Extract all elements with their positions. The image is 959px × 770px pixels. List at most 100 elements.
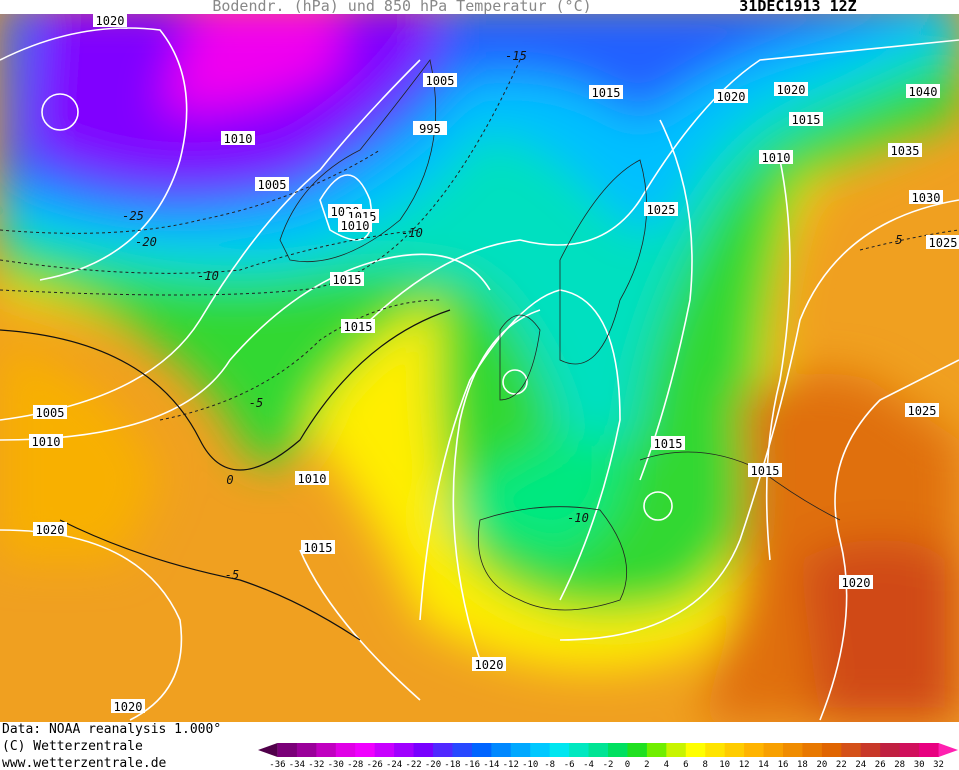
colorbar-label: -6 — [564, 760, 575, 770]
isobar-label-box — [748, 463, 782, 477]
colorbar-label: 4 — [664, 760, 669, 770]
isotherm-label: -10 — [197, 269, 219, 283]
isobar-label: 1020 — [777, 83, 806, 97]
isobar-label: 1020 — [842, 576, 871, 590]
colorbar-swatch — [374, 743, 395, 757]
colorbar-swatch — [588, 743, 609, 757]
colorbar-swatch — [919, 743, 940, 757]
isobar-label-box — [341, 319, 375, 333]
colorbar-label: 22 — [836, 760, 847, 770]
colorbar-swatch — [860, 743, 881, 757]
isobars — [0, 27, 959, 721]
colorbar-label: 10 — [719, 760, 730, 770]
isotherm-label: -5 — [225, 568, 239, 582]
isobar-label-box — [338, 218, 372, 232]
map-date: 31DEC1913 12Z — [739, 0, 856, 15]
colorbar-label: -16 — [464, 760, 480, 770]
isobar-label: 1035 — [891, 144, 920, 158]
colorbar-label: 24 — [855, 760, 866, 770]
footer-line: (C) Wetterzentrale — [2, 739, 143, 754]
colorbar-swatch — [899, 743, 920, 757]
isobar-label: 1025 — [929, 236, 958, 250]
isobar-label: 995 — [419, 122, 441, 136]
isobar-label-box — [413, 121, 447, 135]
colorbar-label: -20 — [425, 760, 441, 770]
colorbar-label: 6 — [683, 760, 688, 770]
isobar-label: 1010 — [762, 151, 791, 165]
colorbar-label: 30 — [914, 760, 925, 770]
colorbar-label: 2 — [644, 760, 649, 770]
footer-line: www.wetterzentrale.de — [2, 756, 167, 770]
colorbar-label: -10 — [522, 760, 538, 770]
isobar-label-box — [29, 434, 63, 448]
colorbar-label: -14 — [483, 760, 499, 770]
colorbar-label: -36 — [269, 760, 285, 770]
isobar-label-box — [839, 575, 873, 589]
colorbar-label: -22 — [405, 760, 421, 770]
isobar-label: 1015 — [792, 113, 821, 127]
colorbar-swatch — [355, 743, 376, 757]
colorbar-swatch — [841, 743, 862, 757]
colorbar-swatch — [608, 743, 628, 757]
colorbar-label: -24 — [386, 760, 402, 770]
colorbar-swatch — [763, 743, 784, 757]
isobar-label-box — [926, 235, 959, 249]
colorbar-swatch — [413, 743, 434, 757]
colorbar-swatch — [277, 743, 298, 757]
isobar-label-box — [330, 272, 364, 286]
isobar-label-box — [909, 190, 943, 204]
isobar-label-box — [906, 84, 940, 98]
colorbar-swatch — [666, 743, 687, 757]
isotherm-label: -10 — [401, 226, 423, 240]
isotherms — [0, 59, 959, 421]
isobar-label-box — [888, 143, 922, 157]
isobar-label-box — [301, 540, 335, 554]
isobar-label: 1025 — [647, 203, 676, 217]
colorbar-swatch — [510, 743, 531, 757]
isotherm-label: -15 — [505, 49, 527, 63]
colorbar-swatch — [316, 743, 337, 757]
isobar-label-box — [221, 131, 255, 145]
colorbar-swatch — [627, 743, 648, 757]
colorbar-label: 18 — [797, 760, 808, 770]
colorbar-label: 28 — [894, 760, 905, 770]
isobar-label: 1005 — [426, 74, 455, 88]
footer-line: Data: NOAA reanalysis 1.000° — [2, 722, 222, 737]
colorbar-label: -34 — [289, 760, 305, 770]
colorbar-label: -2 — [603, 760, 614, 770]
isobar-label-box — [774, 82, 808, 96]
isotherm-labels: -15 -25 -20 -10 -10 -5 0 -5 5 -10 — [122, 49, 902, 582]
colorbar-label: -26 — [367, 760, 383, 770]
isobar-label-box — [255, 177, 289, 191]
isobar-label: 1015 — [333, 273, 362, 287]
isobar-label: 1010 — [298, 472, 327, 486]
isotherm-label: 0 — [226, 473, 233, 487]
isobar-label: 1030 — [912, 191, 941, 205]
colorbar-label: 14 — [758, 760, 769, 770]
colorbar-swatch — [685, 743, 706, 757]
colorbar-swatch — [646, 743, 667, 757]
colorbar-label: -12 — [503, 760, 519, 770]
colorbar-swatch — [394, 743, 415, 757]
isotherm-label: -5 — [249, 396, 263, 410]
colorbar-swatch — [821, 743, 842, 757]
colorbar-label: 16 — [778, 760, 789, 770]
isobar-label: 1010 — [341, 219, 370, 233]
colorbar-swatch — [491, 743, 512, 757]
colorbar-label: 8 — [703, 760, 708, 770]
isobar-label: 1015 — [751, 464, 780, 478]
isotherm-label: -25 — [122, 209, 144, 223]
isobar-label-box — [472, 657, 506, 671]
isobar-label-box — [644, 202, 678, 216]
temperature-field — [0, 14, 959, 722]
colorbar-label: -30 — [328, 760, 344, 770]
colorbar-swatch — [471, 743, 492, 757]
isobar-label-box — [295, 471, 329, 485]
colorbar-swatch — [705, 743, 726, 757]
isobar-label-box — [33, 405, 67, 419]
isotherm-label: -10 — [567, 511, 589, 525]
isobar-labels: 1020 1010 1005 1020 1015 1010 1015 1015 995 1005 1… — [29, 13, 959, 714]
isobar-label-box — [423, 73, 457, 87]
isobar-label: 1025 — [908, 404, 937, 418]
